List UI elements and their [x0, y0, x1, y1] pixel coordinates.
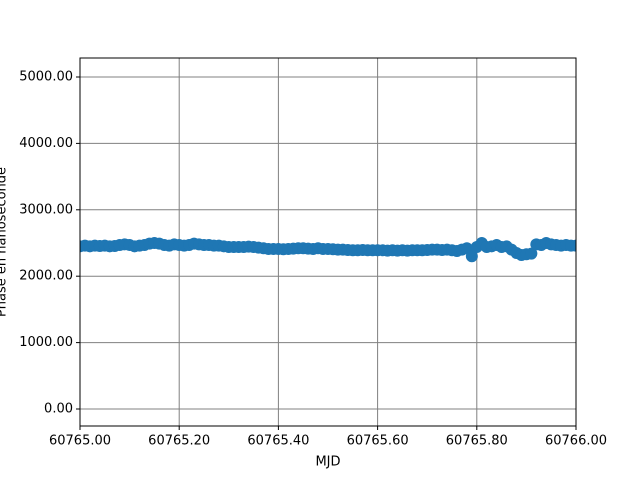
x-tick-label: 60765.20	[148, 434, 210, 449]
x-tick-label: 60765.00	[49, 434, 111, 449]
point	[525, 247, 538, 260]
y-tick-label: 4000.00	[19, 136, 73, 151]
x-axis-label: MJD	[315, 455, 340, 470]
x-tick-label: 60765.80	[446, 434, 508, 449]
x-tick-label: 60765.40	[247, 434, 309, 449]
tick-labels: 60765.00 60765.20 60765.40 60765.60 60765.80…	[19, 69, 607, 448]
point	[570, 239, 576, 252]
points	[80, 236, 576, 263]
y-tick-label: 5000.00	[19, 69, 73, 84]
axes-frame	[79, 57, 577, 427]
point	[465, 250, 478, 263]
y-tick-label: 3000.00	[19, 202, 73, 217]
y-tick-label: 1000.00	[19, 335, 73, 350]
x-tick-label: 60766.00	[545, 434, 607, 449]
y-tick-label: 0.00	[44, 402, 73, 417]
x-tick-label: 60765.60	[347, 434, 409, 449]
y-tick-label: 2000.00	[19, 269, 73, 284]
y-axis-label: Phase en nanoseconde	[0, 167, 10, 317]
